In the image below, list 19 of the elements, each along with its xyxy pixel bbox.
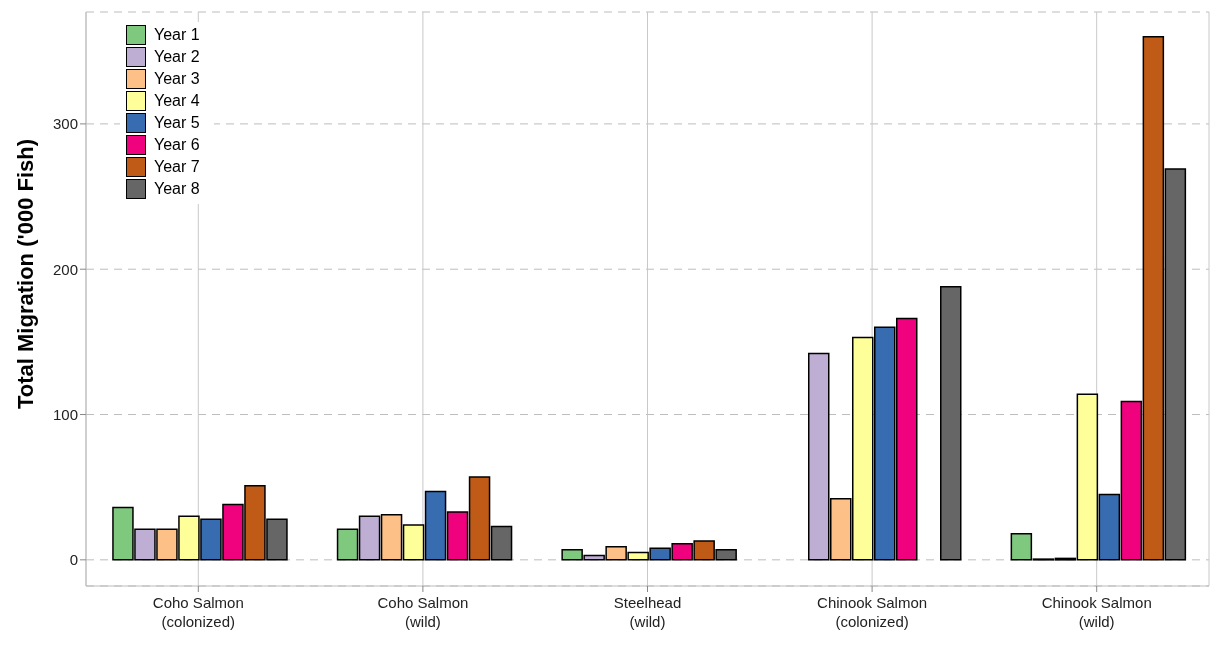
legend-label: Year 5 <box>154 114 200 132</box>
x-tick-label: Chinook Salmon (colonized) <box>817 594 928 630</box>
x-tick-label: Chinook Salmon (wild) <box>1041 594 1152 630</box>
y-tick-label: 300 <box>52 115 78 133</box>
legend-label: Year 8 <box>154 180 200 198</box>
x-tick-label: Coho Salmon (wild) <box>377 594 469 630</box>
x-tick-label: Steelhead (wild) <box>613 594 682 630</box>
legend-label: Year 6 <box>154 136 200 154</box>
y-tick-label: 100 <box>52 405 78 423</box>
legend-label: Year 2 <box>154 48 200 66</box>
legend-label: Year 4 <box>154 92 200 110</box>
legend-label: Year 7 <box>154 158 200 176</box>
legend-label: Year 3 <box>154 70 200 88</box>
x-tick-label: Coho Salmon (colonized) <box>152 594 244 630</box>
y-axis-title: Total Migration ('000 Fish) <box>12 138 38 409</box>
bar <box>940 285 962 561</box>
y-tick-label: 200 <box>52 260 78 278</box>
y-tick-label: 0 <box>69 551 78 569</box>
legend-label: Year 1 <box>154 26 200 44</box>
